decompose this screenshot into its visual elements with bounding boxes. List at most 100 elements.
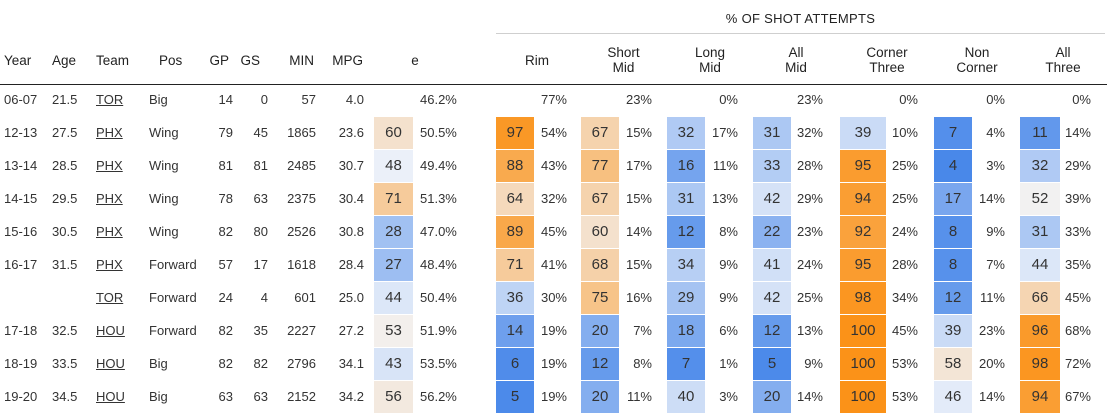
all-mid-percentile: 42 — [753, 182, 791, 215]
team-link[interactable]: TOR — [96, 290, 124, 306]
all-mid-value: 23% — [796, 223, 823, 239]
all-three-value: 0% — [1072, 91, 1091, 107]
corner-three-value: 24% — [891, 223, 918, 239]
short-mid-percentile: 68 — [581, 249, 619, 282]
team-link[interactable]: TOR — [96, 91, 124, 107]
all-three-percentile: 32 — [1020, 149, 1060, 182]
cell-year: 18-19 — [4, 356, 38, 372]
all-three-value: 39% — [1064, 190, 1091, 206]
team-link[interactable]: PHX — [96, 257, 123, 273]
cell-pos: Wing — [149, 190, 179, 206]
header-efg: e — [374, 53, 456, 68]
cell-mpg: 34.2 — [338, 389, 364, 405]
non-corner-value: 14% — [978, 389, 1005, 405]
non-corner-value: 0% — [986, 91, 1005, 107]
non-corner-percentile: 39 — [934, 315, 972, 348]
cell-mpg: 4.0 — [345, 91, 364, 107]
rim-value: 45% — [540, 223, 567, 239]
corner-three-value: 53% — [891, 389, 918, 405]
cell-gs: 63 — [253, 389, 268, 405]
corner-three-value: 28% — [891, 257, 918, 273]
efg-percentile: 27 — [374, 249, 413, 282]
all-mid-percentile: 42 — [753, 282, 791, 315]
header-short-mid-line: Mid — [612, 60, 635, 75]
cell-min: 1618 — [287, 257, 316, 273]
short-mid-percentile: 67 — [581, 182, 619, 215]
short-mid-percentile: 20 — [581, 381, 619, 414]
efg-value: 46.2% — [420, 91, 457, 107]
cell-pos: Forward — [149, 257, 197, 273]
cell-pos: Forward — [149, 290, 197, 306]
rim-value: 54% — [540, 124, 567, 140]
short-mid-value: 17% — [625, 157, 652, 173]
team-link[interactable]: HOU — [96, 389, 125, 405]
header-rim-line: Rim — [525, 53, 549, 68]
team-link[interactable]: PHX — [96, 190, 123, 206]
cell-gp: 82 — [218, 223, 233, 239]
header-short-mid: Short Mid — [581, 45, 666, 75]
all-mid-percentile: 31 — [753, 116, 791, 149]
short-mid-value: 8% — [633, 356, 652, 372]
cell-min: 1865 — [287, 124, 316, 140]
all-three-value: 14% — [1064, 124, 1091, 140]
rim-value: 30% — [540, 290, 567, 306]
header-min: MIN — [289, 53, 314, 68]
rim-percentile: 6 — [496, 348, 534, 381]
cell-gs: 35 — [253, 323, 268, 339]
cell-year: 06-07 — [4, 91, 38, 107]
cell-year: 15-16 — [4, 223, 38, 239]
cell-age: 31.5 — [52, 257, 78, 273]
corner-three-percentile: 98 — [840, 282, 886, 315]
header-year: Year — [4, 53, 32, 68]
group-header: % OF SHOT ATTEMPTS — [725, 11, 876, 26]
cell-mpg: 34.1 — [338, 356, 364, 372]
all-three-value: 68% — [1064, 323, 1091, 339]
rim-value: 19% — [540, 389, 567, 405]
non-corner-percentile: 7 — [934, 116, 972, 149]
cell-gp: 14 — [218, 91, 233, 107]
long-mid-percentile: 16 — [667, 149, 705, 182]
header-all-mid-line: All — [788, 45, 804, 60]
efg-value: 49.4% — [420, 157, 457, 173]
efg-value: 50.4% — [420, 290, 457, 306]
team-link[interactable]: HOU — [96, 323, 125, 339]
non-corner-percentile: 46 — [934, 381, 972, 414]
cell-gp: 81 — [218, 157, 233, 173]
non-corner-percentile: 12 — [934, 282, 972, 315]
cell-gp: 82 — [218, 323, 233, 339]
all-three-value: 45% — [1064, 290, 1091, 306]
all-mid-value: 24% — [796, 257, 823, 273]
rim-percentile: 36 — [496, 282, 534, 315]
rim-percentile: 89 — [496, 215, 534, 248]
cell-gs: 80 — [253, 223, 268, 239]
team-link[interactable]: PHX — [96, 157, 123, 173]
long-mid-percentile: 12 — [667, 215, 705, 248]
cell-gp: 63 — [218, 389, 233, 405]
non-corner-value: 14% — [978, 190, 1005, 206]
cell-mpg: 23.6 — [338, 124, 364, 140]
header-mpg: MPG — [332, 53, 363, 68]
team-link[interactable]: HOU — [96, 356, 125, 372]
header-team: Team — [96, 53, 130, 68]
cell-pos: Big — [149, 91, 168, 107]
non-corner-percentile: 4 — [934, 149, 972, 182]
team-link[interactable]: PHX — [96, 124, 123, 140]
corner-three-value: 53% — [891, 356, 918, 372]
all-mid-percentile: 20 — [753, 381, 791, 414]
cell-pos: Wing — [149, 223, 179, 239]
cell-min: 2526 — [287, 223, 316, 239]
cell-min: 57 — [301, 91, 316, 107]
team-link[interactable]: PHX — [96, 223, 123, 239]
non-corner-percentile: 58 — [934, 348, 972, 381]
corner-three-percentile: 100 — [840, 381, 886, 414]
all-mid-percentile: 5 — [753, 348, 791, 381]
long-mid-percentile: 29 — [667, 282, 705, 315]
all-three-value: 33% — [1064, 223, 1091, 239]
header-non-corner-line: Corner — [956, 60, 998, 75]
rim-value: 77% — [540, 91, 567, 107]
cell-year: 12-13 — [4, 124, 38, 140]
efg-value: 50.5% — [420, 124, 457, 140]
cell-pos: Big — [149, 389, 168, 405]
efg-percentile: 43 — [374, 348, 413, 381]
all-mid-percentile: 41 — [753, 249, 791, 282]
